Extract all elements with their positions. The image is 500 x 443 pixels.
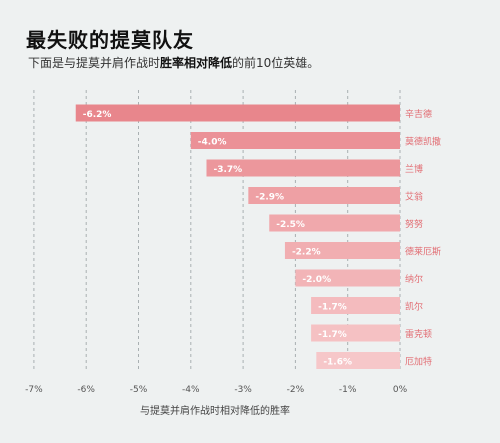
x-axis-title: 与提莫并肩作战时相对降低的胜率 — [140, 404, 290, 417]
data-label: -4.0% — [198, 138, 227, 148]
category-label: 兰博 — [405, 163, 423, 175]
data-label: -6.2% — [83, 110, 112, 120]
x-tick-label: -6% — [77, 385, 95, 395]
data-label: -2.2% — [292, 248, 321, 258]
data-label: -2.9% — [255, 193, 284, 203]
data-label: -2.0% — [302, 275, 331, 285]
x-tick-label: -4% — [182, 385, 200, 395]
chart-title: 最失败的提莫队友 — [26, 28, 194, 52]
bar — [284, 242, 400, 259]
category-label: 努努 — [405, 218, 423, 230]
data-label: -2.5% — [276, 220, 305, 230]
x-tick-label: 0% — [393, 385, 408, 395]
x-tick-label: -2% — [287, 385, 305, 395]
bar — [75, 104, 401, 122]
bar — [190, 132, 400, 149]
subtitle-suffix: 的前10位英雄。 — [232, 56, 320, 70]
data-label: -3.7% — [213, 165, 242, 175]
x-tick-label: -3% — [234, 385, 252, 395]
bar — [269, 214, 400, 232]
subtitle-prefix: 下面是与提莫并肩作战时 — [28, 56, 161, 70]
bar — [311, 297, 400, 314]
bar — [316, 352, 400, 369]
category-label: 德莱厄斯 — [405, 246, 441, 258]
category-label: 雷克顿 — [405, 328, 432, 340]
category-label: 纳尔 — [405, 273, 423, 285]
bar — [206, 159, 400, 177]
bar — [295, 269, 400, 287]
data-label: -1.7% — [318, 303, 347, 313]
category-label: 厄加特 — [405, 356, 432, 368]
category-label: 辛吉德 — [405, 108, 432, 120]
data-label: -1.6% — [323, 358, 352, 368]
chart-subtitle: 下面是与提莫并肩作战时胜率相对降低的前10位英雄。 — [28, 54, 319, 71]
bar — [311, 324, 400, 342]
bar — [248, 187, 400, 204]
category-label: 艾翁 — [405, 191, 423, 203]
x-tick-label: -7% — [25, 385, 43, 395]
data-label: -1.7% — [318, 330, 347, 340]
category-label: 莫德凯撒 — [405, 136, 441, 148]
x-tick-label: -5% — [130, 385, 148, 395]
x-tick-label: -1% — [339, 385, 357, 395]
category-label: 凯尔 — [405, 301, 423, 313]
subtitle-bold: 胜率相对降低 — [160, 56, 233, 70]
